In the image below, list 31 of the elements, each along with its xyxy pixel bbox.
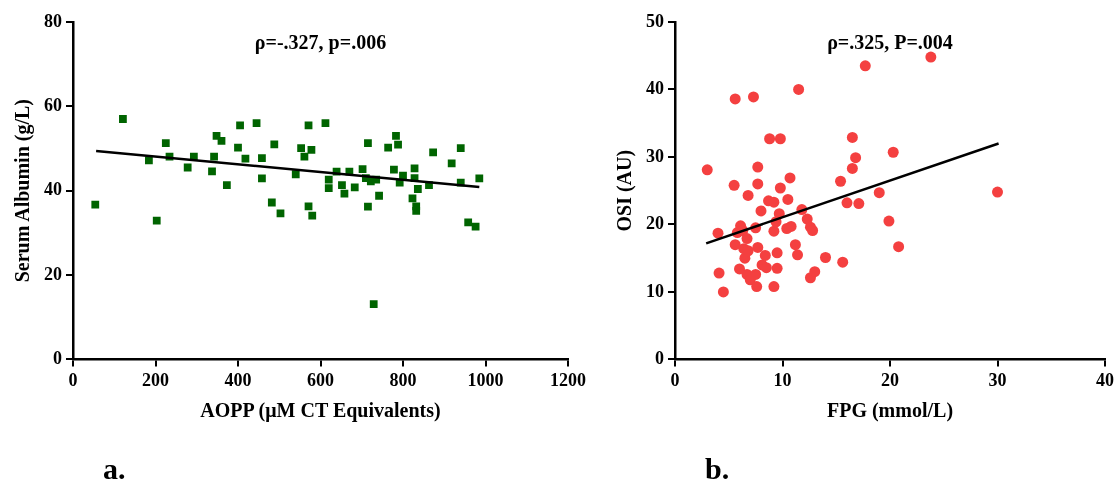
- x-tick-label: 1200: [550, 369, 586, 390]
- x-tick-label: 0: [670, 369, 680, 390]
- x-tick-label: 800: [389, 369, 417, 390]
- y-tick-label: 20: [646, 213, 664, 234]
- y-axis-title: OSI (AU): [613, 149, 637, 232]
- y-tick-label: 0: [53, 348, 62, 369]
- y-tick-label: 80: [44, 10, 62, 31]
- x-tick-label: 600: [307, 369, 334, 390]
- y-axis-title: Serum Albumin (g/L): [11, 99, 35, 283]
- x-tick-label: 400: [224, 369, 252, 390]
- y-tick-label: 50: [646, 10, 664, 31]
- y-tick-label: 40: [646, 78, 664, 99]
- y-tick-label: 30: [646, 145, 664, 166]
- x-axis-title: FPG (mmol/L): [826, 399, 954, 423]
- x-tick-label: 1000: [467, 369, 504, 390]
- x-tick-label: 0: [68, 369, 78, 390]
- x-tick-label: 30: [988, 369, 1007, 390]
- y-tick-label: 60: [44, 95, 62, 116]
- y-tick-label: 20: [44, 263, 62, 284]
- text: ρ=.325, P=.004: [827, 31, 953, 55]
- x-tick-label: 10: [773, 369, 792, 390]
- text: ρ=-.327, p=.006: [254, 31, 387, 55]
- y-tick-label: 40: [44, 179, 62, 200]
- y-tick-label: 0: [655, 348, 664, 369]
- x-tick-label: 40: [1096, 369, 1114, 390]
- x-tick-label: 200: [142, 369, 169, 390]
- x-tick-label: 20: [881, 369, 899, 390]
- text: b.: [705, 451, 730, 485]
- x-axis-title: AOPP (μM CT Equivalents): [200, 399, 441, 423]
- y-tick-label: 10: [646, 280, 664, 301]
- text: a.: [103, 451, 126, 485]
